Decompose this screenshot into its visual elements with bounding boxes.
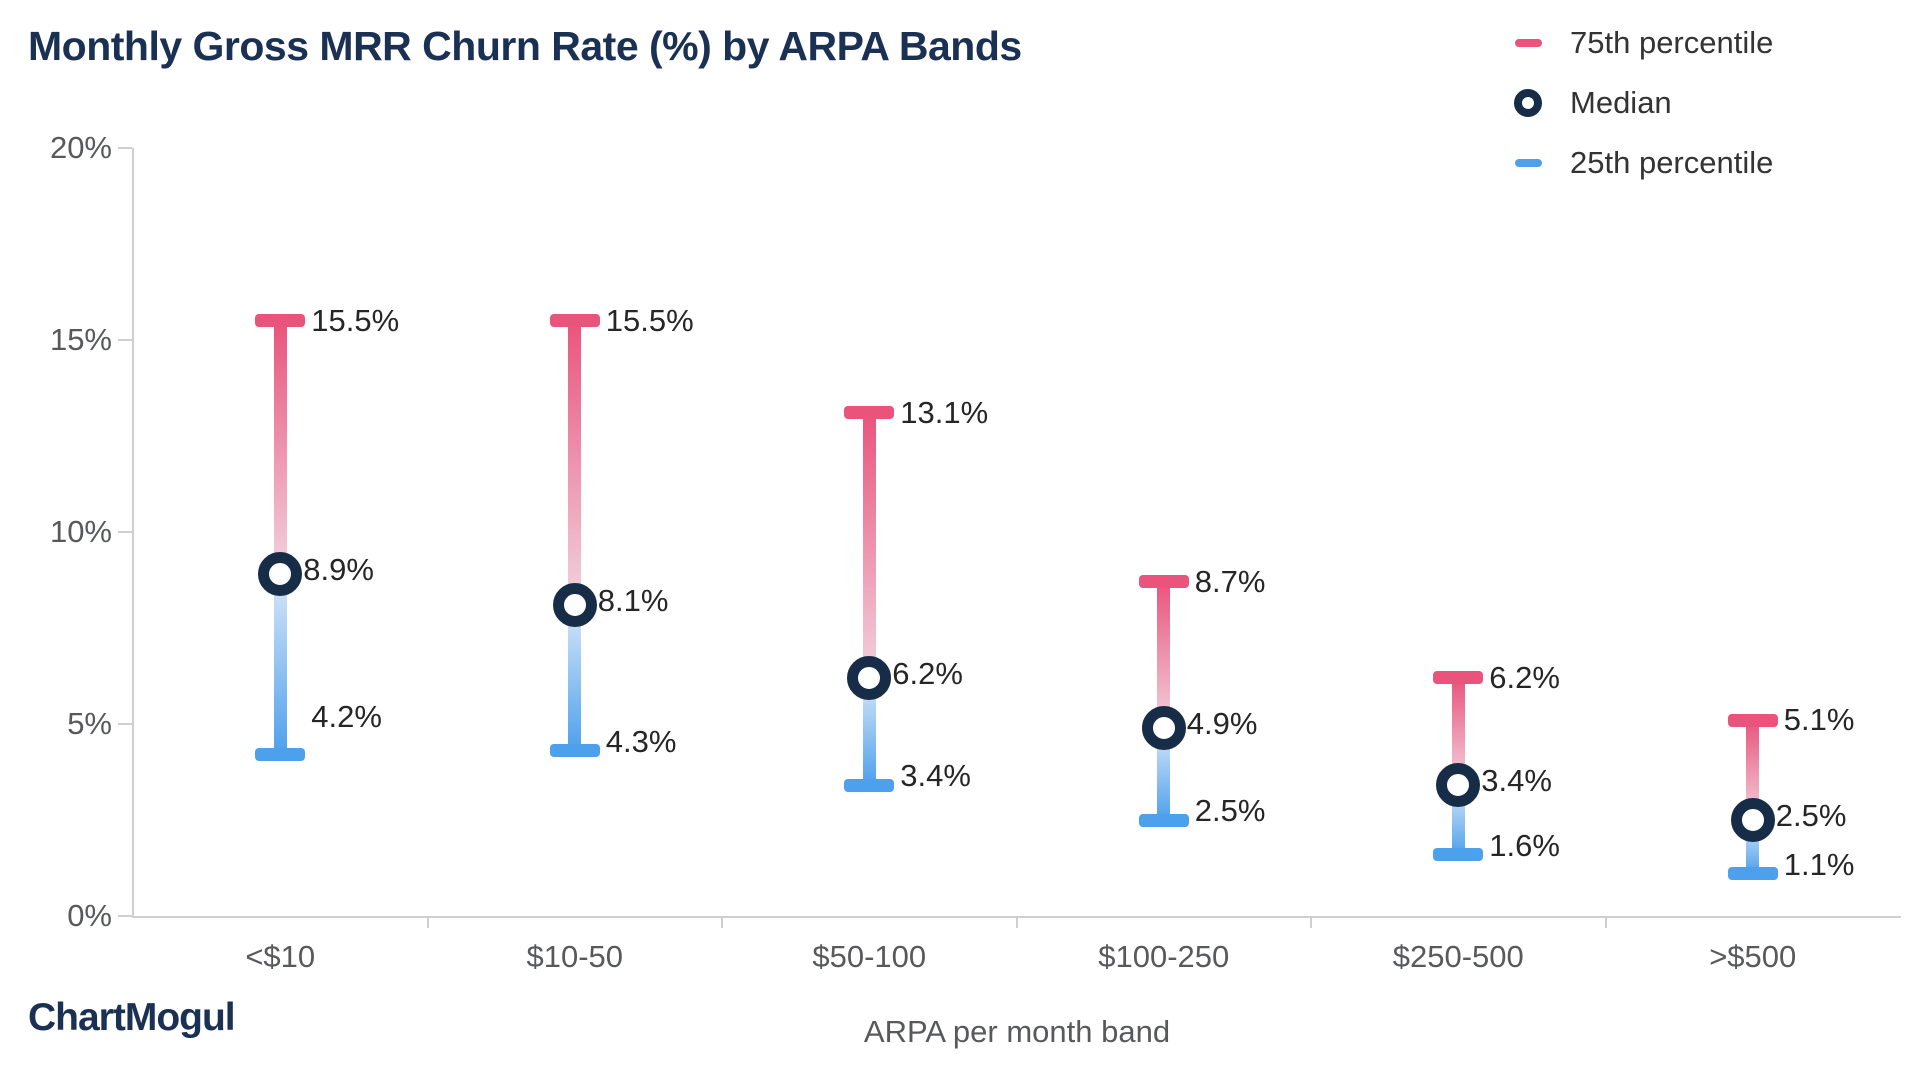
percentile-75-label: 5.1% — [1783, 702, 1855, 738]
legend-marker-box — [1503, 89, 1553, 117]
range-stem-lower — [273, 574, 287, 755]
legend-marker-box — [1503, 159, 1553, 167]
percentile-75-label: 13.1% — [900, 394, 989, 430]
percentile-25-cap — [1138, 813, 1189, 827]
x-axis-category-label: $50-100 — [812, 939, 927, 974]
y-axis-tick — [118, 915, 132, 917]
percentile-75-label: 15.5% — [605, 302, 694, 338]
percentile-25-label: 2.5% — [1194, 793, 1266, 828]
percentile-25-label: 4.2% — [311, 698, 382, 734]
y-axis-tick — [118, 531, 132, 533]
y-axis-line — [132, 148, 134, 917]
percentile-75-label: 15.5% — [311, 302, 400, 338]
x-axis-title: ARPA per month band — [863, 1014, 1171, 1049]
legend-label: 75th percentile — [1570, 25, 1774, 60]
median-label: 6.2% — [892, 655, 963, 691]
y-axis-tick-label: 5% — [67, 706, 112, 741]
y-axis-tick-label: 15% — [49, 322, 112, 357]
y-axis-tick-label: 20% — [49, 130, 112, 165]
range-stem-upper — [1746, 720, 1760, 820]
x-axis-tick — [1015, 916, 1018, 928]
percentile-75-dash-icon — [1514, 39, 1542, 47]
median-label: 2.5% — [1775, 798, 1847, 833]
y-axis-tick — [118, 339, 132, 341]
x-axis-category-label: $10-50 — [526, 939, 624, 974]
range-stem-upper — [568, 320, 582, 605]
percentile-25-dash-icon — [1514, 159, 1542, 167]
x-axis-tick — [721, 916, 723, 928]
x-axis-tick — [426, 916, 429, 928]
median-marker — [258, 552, 303, 597]
percentile-75-cap — [844, 406, 895, 420]
percentile-75-cap — [1433, 671, 1484, 685]
legend-item-median: Median — [1503, 73, 1773, 133]
percentile-75-cap — [255, 314, 306, 328]
percentile-75-cap — [1727, 713, 1778, 727]
x-axis-category-label: $250-500 — [1392, 939, 1524, 974]
legend-label: 25th percentile — [1570, 145, 1774, 180]
x-axis-category-label: $100-250 — [1098, 939, 1230, 974]
y-axis-tick-label: 10% — [49, 514, 112, 549]
percentile-25-cap — [844, 778, 895, 792]
range-stem-upper — [1451, 677, 1465, 786]
median-marker — [847, 655, 892, 700]
percentile-25-cap — [255, 748, 306, 762]
percentile-75-label: 6.2% — [1489, 659, 1560, 695]
percentile-25-label: 1.1% — [1783, 846, 1855, 882]
range-stem-lower — [1157, 727, 1171, 820]
median-marker — [1730, 798, 1775, 842]
y-axis-tick-label: 0% — [67, 898, 112, 933]
x-axis-tick — [1310, 916, 1312, 928]
range-stem-lower — [568, 604, 582, 751]
percentile-75-cap — [549, 314, 600, 328]
percentile-25-label: 4.3% — [605, 723, 677, 759]
x-axis-category-label: >$500 — [1709, 939, 1797, 974]
legend-item-25th-percentile: 25th percentile — [1503, 133, 1773, 193]
chart-title: Monthly Gross MRR Churn Rate (%) by ARPA… — [28, 23, 1022, 69]
range-stem-upper — [273, 320, 287, 575]
x-axis-tick — [1604, 916, 1607, 928]
percentile-25-label: 1.6% — [1489, 827, 1560, 863]
percentile-75-label: 8.7% — [1194, 563, 1266, 599]
range-stem-upper — [862, 412, 876, 678]
percentile-25-label: 3.4% — [900, 758, 971, 794]
legend-item-75th-percentile: 75th percentile — [1503, 13, 1773, 73]
median-ring-icon — [1514, 89, 1542, 117]
median-label: 3.4% — [1481, 763, 1552, 799]
percentile-25-cap — [1433, 848, 1484, 862]
median-label: 8.9% — [303, 552, 374, 588]
percentile-25-cap — [549, 744, 600, 758]
median-marker — [1436, 763, 1481, 808]
range-stem-lower — [862, 677, 876, 786]
range-stem-upper — [1157, 581, 1171, 728]
legend: 75th percentile Median 25th percentile — [1503, 13, 1773, 193]
y-axis-tick — [118, 723, 132, 725]
median-marker — [552, 582, 597, 627]
percentile-25-cap — [1727, 867, 1778, 881]
median-marker — [1141, 705, 1186, 750]
median-label: 8.1% — [597, 582, 669, 618]
percentile-75-cap — [1138, 575, 1189, 589]
legend-marker-box — [1503, 39, 1553, 47]
chartmogul-logo: ChartMogul — [28, 996, 236, 1039]
y-axis-tick — [118, 147, 132, 149]
median-label: 4.9% — [1186, 705, 1258, 741]
x-axis-category-label: <$10 — [245, 939, 316, 974]
legend-label: Median — [1570, 85, 1672, 120]
